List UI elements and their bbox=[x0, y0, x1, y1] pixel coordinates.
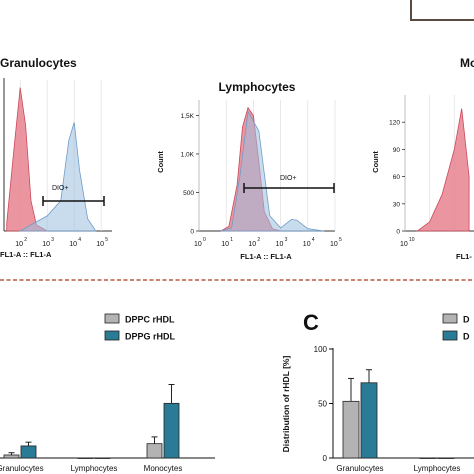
legend-label: D bbox=[463, 315, 470, 325]
histogram-series bbox=[220, 110, 325, 232]
x-axis-label: FL1- bbox=[456, 252, 472, 261]
histogram-series bbox=[18, 122, 97, 232]
legend-label: D bbox=[463, 332, 470, 342]
legend-swatch bbox=[442, 330, 458, 341]
bar bbox=[419, 457, 437, 459]
x-tick-exponent: 1 bbox=[230, 237, 233, 243]
x-tick-exponent: 5 bbox=[105, 237, 108, 243]
y-axis-label: Count bbox=[156, 151, 165, 173]
bar bbox=[342, 400, 360, 459]
x-tick-exponent: 3 bbox=[285, 237, 288, 243]
x-tick-label: 10 bbox=[400, 241, 408, 248]
panel-letter: C bbox=[303, 310, 319, 335]
x-tick-exponent: 0 bbox=[203, 237, 206, 243]
category-label: Lymphocytes bbox=[414, 464, 461, 473]
category-label: Monocytes bbox=[144, 464, 183, 473]
y-tick-label: 0 bbox=[190, 229, 194, 236]
y-tick-label: 90 bbox=[393, 147, 401, 154]
category-label: Granulocytes bbox=[336, 464, 383, 473]
category-label: Lymphocytes bbox=[71, 464, 118, 473]
x-tick-label: 10 bbox=[42, 241, 50, 248]
gate-label: DIO+ bbox=[52, 185, 69, 192]
y-tick-label: 0 bbox=[323, 454, 328, 463]
y-axis-label: Distribution of rHDL [%] bbox=[281, 356, 291, 453]
x-tick-label: 10 bbox=[276, 241, 284, 248]
x-tick-exponent: 2 bbox=[257, 237, 260, 243]
bar bbox=[146, 443, 163, 459]
x-tick-label: 10 bbox=[248, 241, 256, 248]
x-tick-label: 10 bbox=[15, 241, 23, 248]
bar bbox=[437, 457, 455, 459]
x-tick-exponent: 4 bbox=[78, 237, 81, 243]
x-tick-label: 10 bbox=[303, 241, 311, 248]
gate-label: DIO+ bbox=[280, 175, 297, 182]
y-tick-label: 1,5K bbox=[181, 113, 195, 120]
y-tick-label: 100 bbox=[314, 345, 328, 354]
bar bbox=[77, 457, 94, 459]
x-tick-label: 10 bbox=[221, 241, 229, 248]
bar-chart-right: C DD 0 50 100 Granulocytes Lymphocytes Dist… bbox=[281, 310, 474, 473]
y-axis-label: Count bbox=[371, 151, 380, 173]
y-tick-label: 500 bbox=[183, 190, 194, 197]
x-tick-label: 10 bbox=[69, 241, 77, 248]
x-tick-exponent: 3 bbox=[51, 237, 54, 243]
legend-label: DPPG rHDL bbox=[125, 332, 176, 342]
bar bbox=[163, 402, 180, 459]
legend-swatch bbox=[442, 313, 458, 324]
y-tick-label: 0 bbox=[396, 229, 400, 236]
frame-fragment bbox=[410, 0, 474, 21]
lymphocytes-title: Lymphocytes bbox=[219, 80, 296, 94]
x-tick-label: 10 bbox=[194, 241, 202, 248]
x-tick-exponent: 4 bbox=[312, 237, 315, 243]
monocytes-title: Mo bbox=[460, 56, 474, 70]
histogram-series bbox=[6, 87, 49, 232]
x-axis-label: FL1-A :: FL1-A bbox=[240, 252, 292, 261]
histogram-series bbox=[416, 108, 470, 232]
granulocytes-title: Granulocytes bbox=[0, 56, 77, 70]
legend-swatch bbox=[104, 330, 120, 341]
y-tick-label: 120 bbox=[389, 120, 400, 127]
legend-swatch bbox=[104, 313, 120, 324]
x-tick-label: 10 bbox=[330, 241, 338, 248]
x-tick-exponent: 5 bbox=[339, 237, 342, 243]
x-axis-label: FL1-A :: FL1-A bbox=[0, 250, 52, 259]
bar-chart-left: DPPC rHDL DPPG rHDL Granulocytes Lymphocyt… bbox=[0, 313, 215, 473]
y-tick-label: 50 bbox=[318, 400, 327, 409]
bar bbox=[360, 382, 378, 459]
category-label: Granulocytes bbox=[0, 464, 44, 473]
y-tick-label: 60 bbox=[393, 174, 401, 181]
legend-label: DPPC rHDL bbox=[125, 315, 175, 325]
y-tick-label: 1,0K bbox=[181, 151, 195, 158]
y-tick-label: 30 bbox=[393, 201, 401, 208]
x-tick-exponent: 2 bbox=[24, 237, 27, 243]
bar bbox=[3, 454, 20, 459]
x-tick-exponent: 10 bbox=[409, 237, 415, 243]
bar bbox=[94, 457, 111, 459]
x-tick-label: 10 bbox=[96, 241, 104, 248]
bar bbox=[20, 445, 37, 459]
